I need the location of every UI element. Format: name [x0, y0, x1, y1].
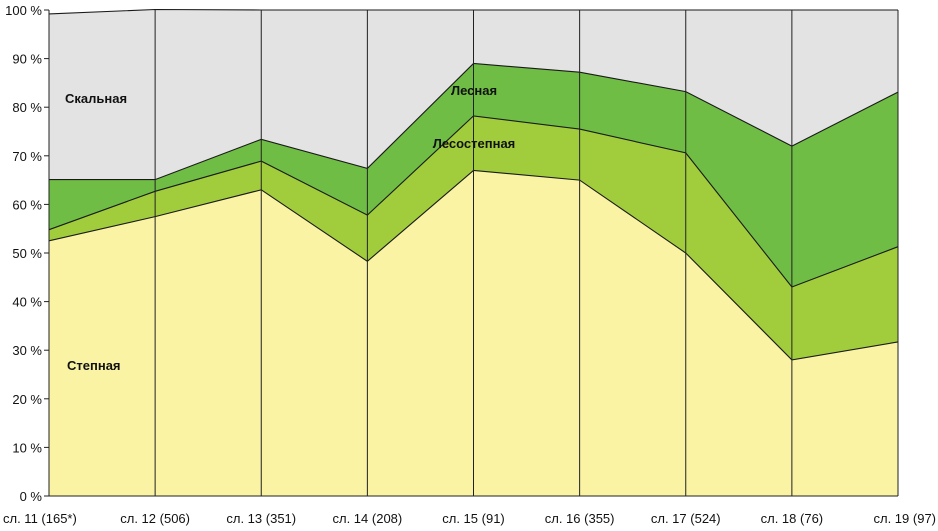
x-tick-label: сл. 13 (351) — [226, 511, 296, 526]
y-tick-label: 20 % — [12, 392, 42, 407]
series-label: Лесостепная — [433, 136, 516, 151]
y-tick-label: 70 % — [12, 149, 42, 164]
y-tick-label: 0 % — [20, 489, 43, 504]
x-tick-label: сл. 18 (76) — [761, 511, 824, 526]
y-tick-label: 30 % — [12, 343, 42, 358]
x-axis-tick-labels: сл. 11 (165*) сл. 12 (506) сл. 13 (351) сл.… — [3, 511, 936, 526]
y-tick-label: 50 % — [12, 246, 42, 261]
y-tick-label: 40 % — [12, 295, 42, 310]
x-tick-label: сл. 11 (165*) — [3, 511, 77, 526]
y-tick-label: 10 % — [12, 440, 42, 455]
x-tick-label: сл. 17 (524) — [651, 511, 721, 526]
y-tick-label: 60 % — [12, 197, 42, 212]
x-tick-label: сл. 12 (506) — [120, 511, 190, 526]
x-tick-label: сл. 19 (97) — [874, 511, 937, 526]
category-lines — [48, 10, 899, 496]
x-tick-label: сл. 15 (91) — [442, 511, 505, 526]
y-tick-label: 100 % — [5, 3, 42, 18]
series-label: Лесная — [451, 83, 497, 98]
x-tick-label: сл. 14 (208) — [333, 511, 403, 526]
x-tick-label: сл. 16 (355) — [545, 511, 615, 526]
series-labels: Степная Лесостепная Лесная Скальная — [65, 83, 515, 373]
y-tick-label: 90 % — [12, 52, 42, 67]
series-label: Степная — [67, 358, 121, 373]
y-tick-label: 80 % — [12, 100, 42, 115]
series-label: Скальная — [65, 91, 127, 106]
y-axis-tick-labels: 0 % 10 % 20 % 30 % 40 % 50 % 60 % 70 % 80 % 90 % 1… — [5, 3, 49, 504]
